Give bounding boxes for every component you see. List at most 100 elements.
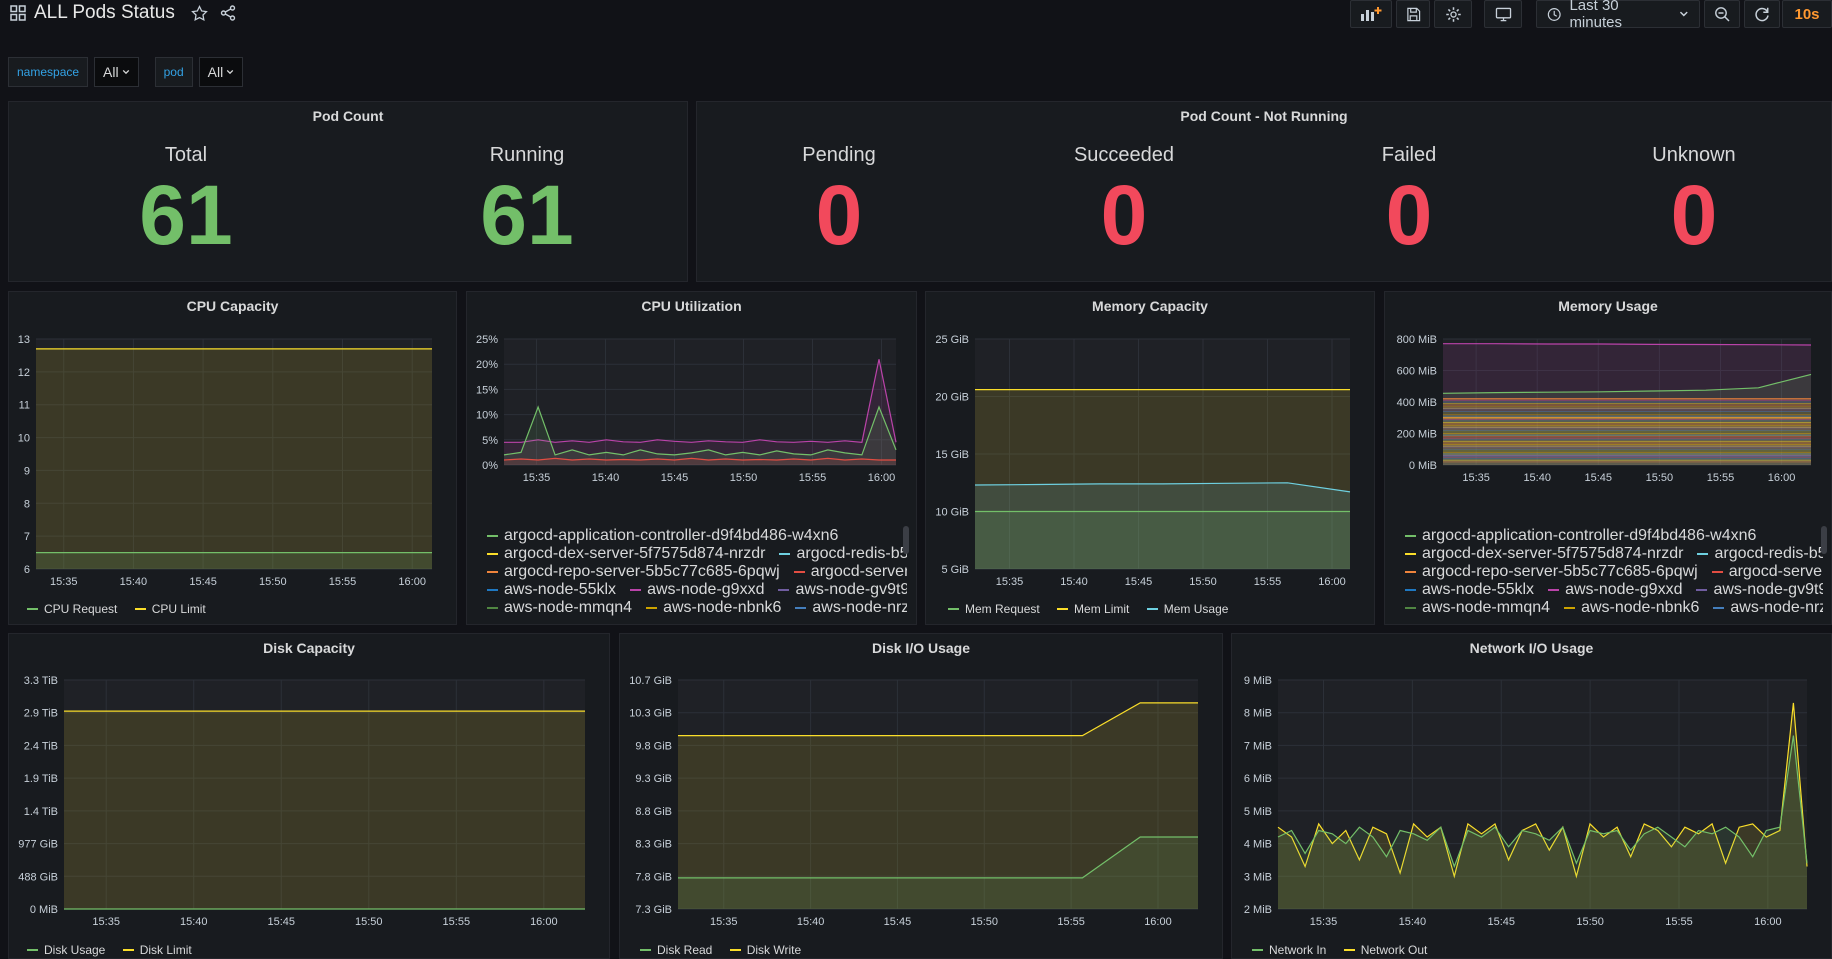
legend-label: argocd-redis-b5f6c6fb4-vjmnf	[1714, 545, 1823, 562]
dashboard-settings-button[interactable]	[1434, 0, 1472, 28]
series-line	[1442, 373, 1812, 394]
variable-select-namespace[interactable]: All	[94, 57, 139, 87]
share-icon[interactable]	[220, 5, 236, 21]
legend-label: argocd-repo-server-5b5c77c685-6pqwj	[504, 563, 780, 580]
refresh-interval-picker[interactable]: 10s	[1782, 0, 1832, 28]
panel-title: CPU Utilization	[641, 298, 742, 314]
y-tick-label: 10	[18, 433, 30, 445]
plot-area	[64, 680, 585, 909]
legend-item[interactable]: argocd-dex-server-5f7575d874-nrzdr	[1405, 545, 1683, 563]
stat-value: 0	[815, 168, 863, 262]
stat-label: Failed	[1381, 144, 1437, 166]
apps-grid-icon[interactable]	[10, 5, 26, 21]
panel-pod-count[interactable]: Pod Count Total 61 Running 61	[8, 101, 688, 282]
legend-item[interactable]: aws-node-nrz4k	[795, 599, 907, 617]
stat-label: Succeeded	[1073, 144, 1175, 166]
chart-legend: Mem Request Mem Limit Mem Usage	[948, 599, 1242, 616]
legend-item[interactable]: argocd-redis-b5f6c6fb4-vjmnf	[779, 545, 907, 563]
y-tick-label: 7.8 GiB	[635, 871, 672, 883]
monitor-icon	[1495, 7, 1511, 21]
legend-item[interactable]: aws-node-mmqn4	[487, 599, 632, 617]
clock-icon	[1547, 7, 1561, 21]
panel-memory-capacity[interactable]: Memory Capacity 25 GiB 20 GiB 15 GiB 10 GiB…	[925, 291, 1375, 625]
legend-item[interactable]: aws-node-g9xxd	[1548, 581, 1682, 599]
y-tick-label: 6	[24, 564, 30, 576]
save-dashboard-button[interactable]	[1396, 0, 1430, 28]
legend-label: Mem Usage	[1163, 602, 1229, 616]
legend-scrollbar[interactable]	[1821, 526, 1827, 554]
legend-item-disk-limit[interactable]: Disk Limit	[122, 943, 192, 957]
page-title[interactable]: ALL Pods Status	[34, 2, 175, 23]
x-tick-label: 16:00	[868, 472, 896, 484]
panel-pod-count-not-running[interactable]: Pod Count - Not Running Pending 0 Succee…	[696, 101, 1832, 282]
y-tick-label: 8.3 GiB	[635, 839, 672, 851]
legend-item-disk-read[interactable]: Disk Read	[640, 943, 712, 957]
variable-select-pod[interactable]: All	[198, 57, 244, 87]
panel-disk-io-usage[interactable]: Disk I/O Usage 10.7 GiB 10.3 GiB 9.8 GiB 9.…	[619, 633, 1223, 959]
legend-item[interactable]: argocd-repo-server-5b5c77c685-6pqwj	[1405, 563, 1698, 581]
legend-item[interactable]: argocd-repo-server-5b5c77c685-6pqwj	[487, 563, 780, 581]
panel-cpu-utilization[interactable]: CPU Utilization 25% 20% 15% 10% 5% 0% 15:35 15:…	[466, 291, 917, 625]
y-tick-label: 488 GiB	[18, 871, 58, 883]
variable-label-pod: pod	[154, 57, 193, 87]
legend-label: aws-node-g9xxd	[647, 581, 765, 598]
panel-network-io-usage[interactable]: Network I/O Usage 9 MiB 8 MiB 7 MiB 6 MiB 5 …	[1231, 633, 1832, 959]
chevron-down-icon	[122, 69, 129, 75]
legend-item[interactable]: aws-node-nrz4k	[1713, 599, 1823, 617]
x-tick-label: 15:40	[120, 576, 148, 588]
panel-disk-capacity[interactable]: Disk Capacity 3.3 TiB 2.9 TiB 2.4 TiB 1.9 T…	[8, 633, 610, 959]
legend-item[interactable]: aws-node-gv9t9	[1696, 581, 1823, 599]
legend-item-cpu-limit[interactable]: CPU Limit	[134, 602, 206, 616]
legend-item[interactable]: argocd-redis-b5f6c6fb4-vjmnf	[1697, 545, 1823, 563]
legend-item-mem-usage[interactable]: Mem Usage	[1146, 602, 1229, 616]
legend-row: argocd-repo-server-5b5c77c685-6pqwj argoc…	[1405, 560, 1823, 581]
x-tick-label: 15:45	[1125, 576, 1153, 588]
legend-item-network-in[interactable]: Network In	[1252, 943, 1326, 957]
series-area	[1443, 374, 1811, 465]
legend-item[interactable]: aws-node-gv9t9	[778, 581, 907, 599]
legend-item[interactable]: argocd-application-controller-d9f4bd486-…	[487, 527, 838, 545]
legend-row: argocd-dex-server-5f7575d874-nrzdr argocd…	[1405, 542, 1823, 563]
legend-item[interactable]: aws-node-mmqn4	[1405, 599, 1550, 617]
time-range-picker[interactable]: Last 30 minutes	[1536, 0, 1700, 31]
legend-item[interactable]: aws-node-nbnk6	[1564, 599, 1699, 617]
legend-item[interactable]: aws-node-55klx	[1405, 581, 1534, 599]
stat-failed: Failed 0	[1309, 144, 1509, 257]
y-tick-label: 800 MiB	[1397, 334, 1437, 346]
legend-item-mem-request[interactable]: Mem Request	[948, 602, 1040, 616]
stat-value: 0	[1100, 168, 1148, 262]
series-area	[36, 552, 432, 569]
add-panel-button[interactable]	[1350, 0, 1392, 28]
legend-item-disk-write[interactable]: Disk Write	[729, 943, 801, 957]
refresh-button[interactable]	[1744, 0, 1780, 28]
y-tick-label: 600 MiB	[1397, 366, 1437, 378]
legend-item-mem-limit[interactable]: Mem Limit	[1057, 602, 1129, 616]
stat-label: Unknown	[1652, 144, 1736, 166]
legend-item[interactable]: argocd-application-controller-d9f4bd486-…	[1405, 527, 1756, 545]
legend-item-disk-usage[interactable]: Disk Usage	[27, 943, 105, 957]
panel-memory-usage[interactable]: Memory Usage 800 MiB 600 MiB 400 MiB 200 Mi…	[1384, 291, 1832, 625]
legend-item[interactable]: aws-node-55klx	[487, 581, 616, 599]
zoom-out-button[interactable]	[1704, 0, 1740, 28]
legend-item[interactable]: argocd-server-5cf66c66-tsqzz	[1711, 563, 1823, 581]
legend-item[interactable]: aws-node-g9xxd	[630, 581, 764, 599]
stat-value: 0	[1385, 168, 1433, 262]
legend-scrollbar[interactable]	[903, 526, 909, 554]
x-tick-label: 16:00	[1318, 576, 1346, 588]
legend-label: argocd-dex-server-5f7575d874-nrzdr	[1422, 545, 1684, 562]
legend-item[interactable]: aws-node-nbnk6	[646, 599, 781, 617]
tv-mode-button[interactable]	[1484, 0, 1522, 28]
y-tick-label: 0 MiB	[1409, 460, 1437, 472]
legend-label: CPU Request	[44, 602, 118, 616]
legend-label: aws-node-mmqn4	[1422, 599, 1551, 616]
legend-item-network-out[interactable]: Network Out	[1343, 943, 1427, 957]
legend-item[interactable]: argocd-dex-server-5f7575d874-nrzdr	[487, 545, 765, 563]
legend-item[interactable]: argocd-server-5cf66c66-tsqzz	[793, 563, 907, 581]
panel-cpu-capacity[interactable]: CPU Capacity 13 12 11 10 9 8 7 6 15:35 15:40 15:45…	[8, 291, 457, 625]
stat-pending: Pending 0	[739, 144, 939, 257]
y-tick-label: 7.3 GiB	[635, 904, 672, 916]
x-tick-label: 15:40	[592, 472, 620, 484]
legend-item-cpu-request[interactable]: CPU Request	[27, 602, 117, 616]
x-tick-label: 15:40	[797, 916, 825, 928]
star-icon[interactable]	[190, 4, 208, 22]
